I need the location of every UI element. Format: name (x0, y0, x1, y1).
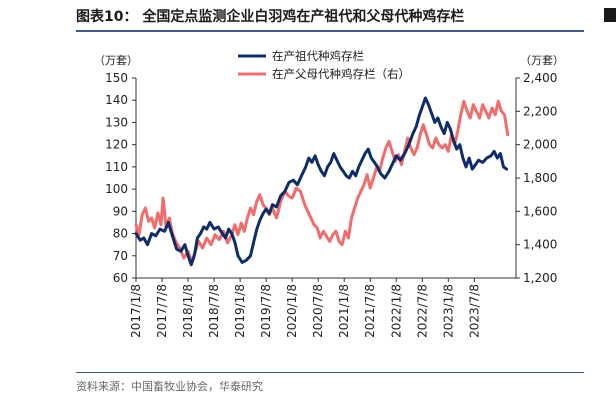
right-tick-label: 1,600 (523, 204, 557, 218)
left-tick-label: 110 (105, 160, 128, 174)
left-tick-label: 130 (105, 115, 128, 129)
axes-layer: 60 70 80 90 100 110 120 130 140 150 1,200 1,400 1,60… (105, 71, 557, 338)
x-tick-label: 2022/1/8 (389, 284, 403, 338)
left-axis-unit: （万套） (94, 54, 138, 67)
left-tick-label: 70 (113, 249, 128, 263)
right-tick-label: 2,000 (523, 138, 557, 152)
right-tick-label: 1,400 (523, 238, 557, 252)
x-tick-label: 2019/1/8 (233, 284, 247, 338)
right-axis-unit: （万套） (520, 54, 564, 67)
x-tick-label: 2023/1/8 (441, 284, 455, 338)
x-tick-label: 2017/7/8 (155, 284, 169, 338)
x-tick-label: 2020/1/8 (285, 284, 299, 338)
left-tick-label: 120 (105, 138, 128, 152)
source-note: 资料来源：中国畜牧业协会，华泰研究 (76, 380, 263, 393)
x-tick-label: 2018/1/8 (181, 284, 195, 338)
left-tick-label: 140 (105, 93, 128, 107)
chart-title: 图表10： 全国定点监测企业白羽鸡在产祖代和父母代种鸡存栏 (76, 9, 465, 25)
left-tick-label: 90 (113, 204, 128, 218)
series-line-parent (134, 99, 510, 263)
legend-label-parent: 在产父母代种鸡存栏（右） (272, 67, 410, 81)
right-tick-label: 1,200 (523, 271, 557, 285)
x-tick-label: 2020/7/8 (311, 284, 325, 338)
left-tick-label: 60 (113, 271, 128, 285)
x-tick-label: 2022/7/8 (415, 284, 429, 338)
right-tick-label: 2,400 (523, 71, 557, 85)
series-line-grandparent (134, 96, 509, 267)
next-figure-edge (604, 8, 616, 22)
title-rule (76, 30, 584, 32)
x-tick-label: 2019/7/8 (259, 284, 273, 338)
legend-label-grandparent: 在产祖代种鸡存栏 (272, 49, 364, 63)
source-rule (76, 372, 584, 373)
left-tick-label: 150 (105, 71, 128, 85)
right-tick-label: 2,200 (523, 104, 557, 118)
x-tick-label: 2017/1/8 (129, 284, 143, 338)
x-tick-label: 2021/1/8 (337, 284, 351, 338)
left-tick-label: 100 (105, 182, 128, 196)
left-tick-label: 80 (113, 227, 128, 241)
x-tick-label: 2021/7/8 (363, 284, 377, 338)
right-tick-label: 1,800 (523, 171, 557, 185)
x-tick-label: 2018/7/8 (207, 284, 221, 338)
x-tick-label: 2023/7/8 (467, 284, 481, 338)
series-layer (134, 96, 510, 267)
chart-svg: 60 70 80 90 100 110 120 130 140 150 1,200 1,400 1,60… (94, 49, 564, 338)
legend: 在产祖代种鸡存栏 在产父母代种鸡存栏（右） (238, 49, 410, 81)
